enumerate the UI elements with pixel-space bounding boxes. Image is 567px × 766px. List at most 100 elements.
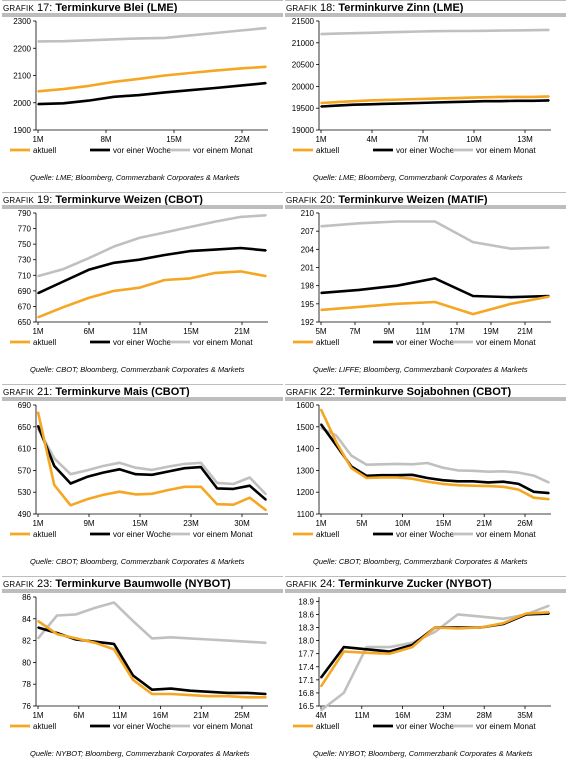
data-point-aktuell (352, 100, 355, 103)
chart-svg: 1900 2000 2100 2200 2300 1M 8M 15M 22M aktuell vor… (10, 17, 268, 155)
data-point-vor-einem-monat (517, 471, 520, 474)
source-note: Quelle: CBOT; Bloomberg, Commerzbank Cor… (313, 557, 528, 566)
x-tick-label: 15M (183, 327, 199, 336)
y-tick-label: 650 (18, 318, 32, 327)
x-tick-label: 1M (32, 327, 43, 336)
title-rule (285, 192, 566, 193)
data-point-vor-einem-monat (113, 38, 115, 41)
data-point-vor-einem-monat (336, 32, 339, 35)
data-point-aktuell (69, 504, 72, 507)
data-point-vor-einem-monat (138, 237, 141, 239)
data-point-vor-einem-monat (365, 463, 368, 466)
data-point-aktuell (457, 484, 459, 487)
title-prefix: GRAFIK (286, 4, 317, 13)
series-line-vor-einem-monat (320, 220, 550, 251)
x-tick-label: 5M (315, 327, 326, 336)
data-point-vor-einer-woche (189, 689, 191, 692)
data-point-vor-einer-woche (417, 102, 420, 104)
header-rule (285, 397, 566, 401)
data-point-vor-einer-woche (53, 465, 56, 467)
y-tick-label: 750 (18, 240, 32, 249)
data-point-aktuell (37, 620, 39, 622)
data-point-vor-einer-woche (466, 100, 469, 103)
data-point-aktuell (189, 72, 191, 74)
data-point-aktuell (365, 477, 368, 479)
data-point-vor-einer-woche (37, 103, 39, 105)
data-point-aktuell (214, 69, 217, 72)
data-point-vor-einem-monat (102, 465, 104, 467)
legend-label: vor einem Monat (476, 530, 536, 539)
data-point-vor-einem-monat (548, 481, 550, 484)
data-point-vor-einem-monat (417, 30, 420, 33)
x-tick-label: 11M (112, 711, 127, 720)
title-prefix: GRAFIK (3, 196, 34, 205)
data-point-vor-einer-woche (87, 269, 90, 271)
data-point-vor-einer-woche (320, 105, 322, 108)
data-point-vor-einer-woche (189, 250, 191, 252)
legend-label: aktuell (316, 338, 339, 347)
data-point-vor-einer-woche (163, 91, 166, 94)
y-tick-label: 19500 (292, 104, 315, 113)
title-rule (285, 576, 566, 577)
data-point-vor-einer-woche (450, 101, 453, 103)
data-point-vor-einer-woche (208, 691, 210, 693)
y-tick-label: 17.1 (298, 676, 314, 685)
legend-label: aktuell (33, 722, 56, 731)
data-point-vor-einem-monat (401, 31, 404, 33)
legend-item-vor-einem-monat: vor einem Monat (170, 530, 253, 539)
series-line-aktuell (319, 408, 550, 501)
data-point-aktuell (132, 679, 134, 681)
legend-item-vor-einem-monat: vor einem Monat (453, 338, 536, 347)
y-tick-label: 210 (301, 209, 315, 218)
data-point-vor-einer-woche (472, 295, 474, 297)
chart-panel-21: GRAFIK 21: Terminkurve Mais (CBOT) 490 530… (2, 384, 283, 574)
data-point-vor-einem-monat (87, 257, 90, 259)
y-tick-label: 20500 (292, 61, 315, 70)
data-point-aktuell (87, 85, 90, 87)
data-point-vor-einer-woche (239, 84, 242, 87)
data-point-vor-einem-monat (515, 29, 518, 32)
data-point-aktuell (385, 99, 387, 101)
y-tick-label: 1100 (297, 510, 315, 519)
legend-label: vor einer Woche (396, 530, 455, 539)
data-point-vor-einem-monat (75, 613, 77, 616)
legend-label: vor einer Woche (396, 146, 455, 155)
data-point-vor-einem-monat (365, 646, 368, 648)
series-line-vor-einer-woche (319, 423, 550, 495)
data-point-aktuell (426, 480, 429, 483)
chart-panel-23: GRAFIK 23: Terminkurve Baumwolle (NYBOT)… (2, 576, 283, 766)
data-point-vor-einer-woche (320, 423, 322, 425)
data-point-aktuell (411, 477, 413, 480)
chart-title: GRAFIK 23: Terminkurve Baumwolle (NYBOT) (3, 578, 231, 590)
title-number: 22: (316, 386, 339, 398)
series-line-vor-einem-monat (37, 26, 267, 43)
x-tick-label: 23M (183, 519, 199, 528)
chart-svg: 1100 1200 1300 1400 1500 1600 1M 5M 10M 15M 21M 26M… (293, 401, 551, 539)
y-tick-label: 19000 (292, 126, 315, 135)
data-point-aktuell (227, 695, 229, 697)
y-tick-label: 84 (22, 615, 31, 624)
data-point-aktuell (151, 493, 153, 495)
y-tick-label: 21000 (292, 39, 315, 48)
y-tick-label: 78 (22, 680, 31, 689)
data-point-vor-einer-woche (62, 102, 65, 105)
x-tick-label: 28M (476, 711, 492, 720)
series-line-aktuell (37, 270, 267, 319)
data-point-vor-einer-woche (170, 687, 172, 690)
legend-label: aktuell (33, 530, 56, 539)
data-point-vor-einem-monat (320, 225, 322, 228)
data-point-vor-einem-monat (450, 30, 453, 32)
title-text: Terminkurve Mais (CBOT) (55, 386, 190, 398)
legend-label: aktuell (316, 146, 339, 155)
data-point-aktuell (457, 627, 459, 630)
data-point-vor-einem-monat (208, 638, 210, 641)
legend-label: vor einem Monat (193, 722, 253, 731)
data-point-vor-einer-woche (232, 488, 235, 490)
x-tick-label: 15M (166, 135, 182, 144)
data-point-vor-einem-monat (134, 466, 137, 469)
data-point-aktuell (396, 303, 398, 305)
data-point-vor-einer-woche (365, 648, 368, 651)
data-point-vor-einer-woche (167, 470, 170, 473)
header-rule (285, 13, 566, 17)
data-point-vor-einem-monat (167, 465, 170, 468)
